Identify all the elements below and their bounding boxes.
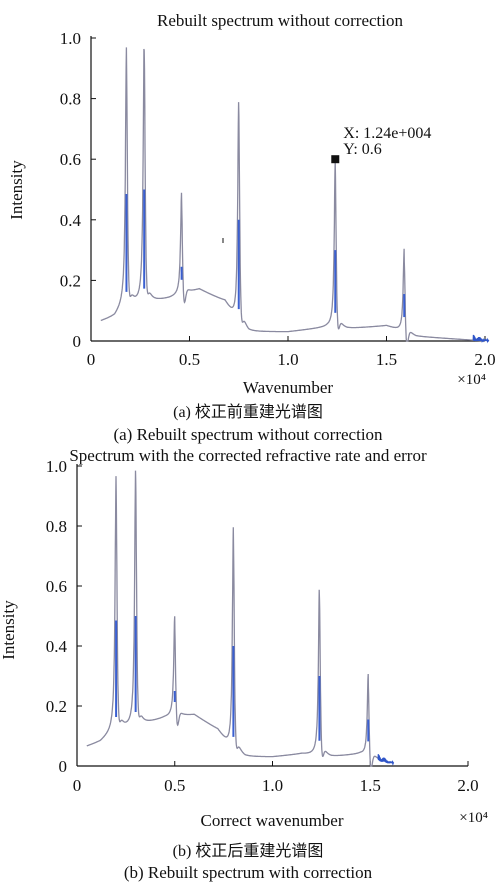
chart-a-caption-en: (a) Rebuilt spectrum without correction [113, 425, 383, 444]
chart-b-ytick-label: 1.0 [46, 457, 67, 476]
chart-b-xtick-label: 1.5 [360, 776, 381, 795]
chart-a-ytick-label: 0.6 [60, 150, 81, 169]
chart-a-datatip-marker [331, 155, 340, 164]
chart-a-ytick-label: 0.4 [60, 211, 82, 230]
chart-b-xtick-label: 0 [73, 776, 82, 795]
chart-b-x-multiplier: ×10⁴ [459, 810, 488, 826]
chart-a-spectrum-line [100, 47, 486, 342]
chart-a-caption-cn: (a) 校正前重建光谱图 [173, 403, 323, 421]
chart-b-ylabel: Intensity [0, 600, 18, 660]
chart-b-noise-tail [377, 754, 395, 766]
chart-a-axes: 0 0.2 0.4 0.6 0.8 1.0 0 0.5 1.0 1.5 2.0 [60, 29, 496, 369]
chart-a-xtick-label: 1.5 [376, 350, 397, 369]
panel-a: Rebuilt spectrum without correction Inte… [7, 11, 496, 444]
chart-a-x-multiplier: ×10⁴ [457, 372, 486, 388]
chart-a-ytick-label: 1.0 [60, 29, 81, 48]
chart-b-caption-cn: (b) 校正后重建光谱图 [173, 842, 324, 860]
chart-a-datatip-x: X: 1.24e+004 [343, 125, 431, 142]
chart-b-xtick-label: 2.0 [457, 776, 478, 795]
chart-b-xlabel: Correct wavenumber [200, 811, 343, 830]
chart-a-ytick-label: 0.2 [60, 271, 81, 290]
chart-b-ytick-label: 0.4 [46, 637, 68, 656]
chart-a-noise-tail [472, 334, 490, 344]
chart-b-ytick-label: 0.6 [46, 577, 67, 596]
chart-a-spectrum [100, 47, 490, 344]
chart-b-ytick-label: 0.8 [46, 517, 67, 536]
chart-a-title: Rebuilt spectrum without correction [157, 11, 403, 30]
chart-b-xtick-label: 1.0 [262, 776, 283, 795]
chart-b-spectrum-line [86, 470, 391, 767]
chart-a-xtick-label: 0 [87, 350, 96, 369]
chart-b-axes: 0 0.2 0.4 0.6 0.8 1.0 0 0.5 1.0 1.5 2.0 [46, 457, 479, 795]
chart-b-spectrum [86, 470, 395, 767]
chart-a-xtick-label: 2.0 [474, 350, 495, 369]
chart-a-ylabel: Intensity [7, 160, 26, 220]
chart-a-xlabel: Wavenumber [243, 378, 334, 397]
chart-a-ytick-label: 0 [73, 332, 82, 351]
chart-a-datatip-y: Y: 0.6 [343, 141, 382, 158]
chart-a-ytick-label: 0.8 [60, 90, 81, 109]
chart-b-xtick-label: 0.5 [164, 776, 185, 795]
chart-b-title: Spectrum with the corrected refractive r… [69, 446, 427, 465]
chart-b-ytick-label: 0.2 [46, 697, 67, 716]
chart-a-xtick-label: 1.0 [277, 350, 298, 369]
chart-a-xtick-label: 0.5 [179, 350, 200, 369]
panel-b: Spectrum with the corrected refractive r… [0, 446, 488, 882]
chart-b-caption-en: (b) Rebuilt spectrum with correction [124, 863, 373, 882]
chart-b-ytick-label: 0 [59, 757, 68, 776]
